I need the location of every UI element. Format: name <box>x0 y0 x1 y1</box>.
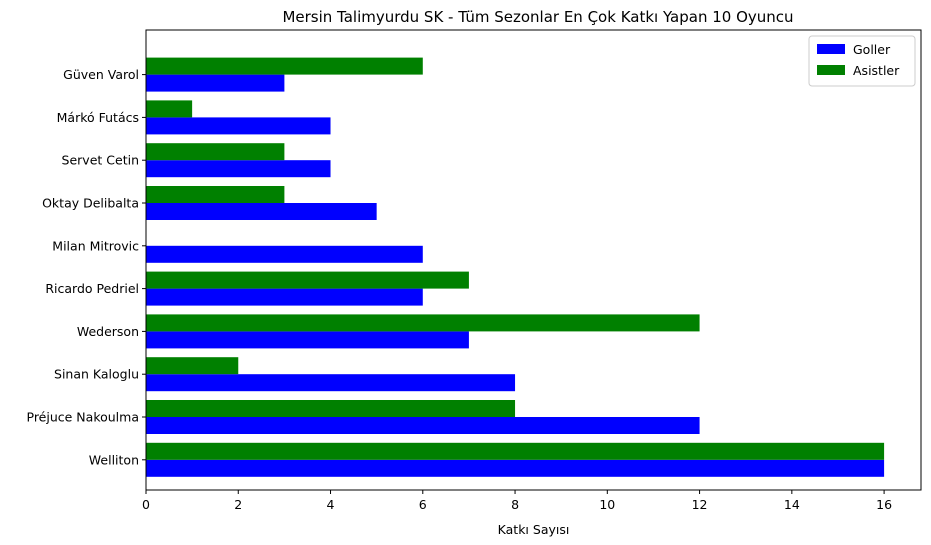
bar-goller-ricardo-pedriel <box>146 288 423 306</box>
x-tick-label: 16 <box>876 497 892 512</box>
y-tick-label-ricardo-pedriel: Ricardo Pedriel <box>45 281 139 296</box>
legend: Goller Asistler <box>808 35 916 87</box>
legend-swatch-asistler <box>817 65 845 75</box>
y-tick-label-guven-varol: Güven Varol <box>63 67 139 82</box>
y-tick-label-milan-mitrovic: Milan Mitrovic <box>52 238 139 253</box>
bar-asistler-wederson <box>146 314 700 332</box>
x-axis-label: Katkı Sayısı <box>498 522 570 537</box>
x-tick-label: 2 <box>234 497 242 512</box>
bar-asistler-prejuce-nakoulma <box>146 400 516 417</box>
bar-goller-milan-mitrovic <box>146 245 423 263</box>
bar-asistler-sinan-kaloglu <box>146 357 239 375</box>
y-tick-label-welliton: Welliton <box>89 452 139 467</box>
bars-group <box>146 57 885 477</box>
bar-asistler-oktay-delibalta <box>146 186 285 203</box>
bar-goller-sinan-kaloglu <box>146 374 516 392</box>
y-tick-label-prejuce-nakoulma: Préjuce Nakoulma <box>27 410 140 425</box>
y-tick-label-wederson: Wederson <box>77 324 139 339</box>
bar-asistler-servet-cetin <box>146 143 285 161</box>
x-tick-label: 4 <box>327 497 335 512</box>
x-axis-ticks: 0 2 4 6 8 10 12 14 16 <box>142 490 892 512</box>
legend-label-asistler: Asistler <box>853 63 900 78</box>
bar-asistler-guven-varol <box>146 57 423 75</box>
bar-asistler-marko-futacs <box>146 100 193 118</box>
y-tick-label-oktay-delibalta: Oktay Delibalta <box>42 196 139 211</box>
legend-label-goller: Goller <box>853 42 891 57</box>
bar-goller-welliton <box>146 459 885 477</box>
bar-goller-prejuce-nakoulma <box>146 417 700 434</box>
y-axis-ticks: Welliton Préjuce Nakoulma Sinan Kaloglu Wed… <box>27 67 146 467</box>
y-tick-label-servet-cetin: Servet Cetin <box>62 153 139 168</box>
bar-goller-guven-varol <box>146 74 285 92</box>
x-tick-label: 12 <box>692 497 708 512</box>
x-tick-label: 14 <box>784 497 800 512</box>
plot-frame <box>145 29 922 491</box>
x-tick-label: 10 <box>599 497 615 512</box>
x-tick-label: 6 <box>419 497 427 512</box>
y-tick-label-marko-futacs: Márkó Futács <box>57 110 139 125</box>
chart-title: Mersin Talimyurdu SK - Tüm Sezonlar En Ç… <box>282 8 793 26</box>
bar-asistler-ricardo-pedriel <box>146 271 469 289</box>
bar-goller-marko-futacs <box>146 117 331 135</box>
x-tick-label: 0 <box>142 497 150 512</box>
bar-goller-oktay-delibalta <box>146 203 377 220</box>
legend-swatch-goller <box>817 44 845 54</box>
bar-goller-wederson <box>146 331 469 349</box>
bar-asistler-welliton <box>146 442 885 460</box>
y-tick-label-sinan-kaloglu: Sinan Kaloglu <box>54 367 139 382</box>
bar-goller-servet-cetin <box>146 160 331 178</box>
x-tick-label: 8 <box>511 497 519 512</box>
